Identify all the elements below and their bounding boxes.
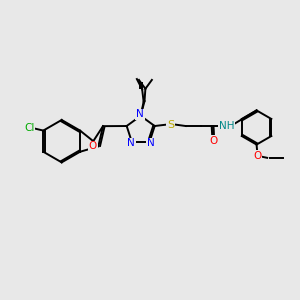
Text: NH: NH <box>219 121 234 131</box>
Text: Cl: Cl <box>24 123 34 133</box>
Text: S: S <box>167 119 174 130</box>
Text: N: N <box>127 138 135 148</box>
Text: N: N <box>147 138 154 148</box>
Text: O: O <box>88 142 97 152</box>
Text: N: N <box>136 110 144 119</box>
Text: O: O <box>210 136 218 146</box>
Text: O: O <box>253 151 261 161</box>
